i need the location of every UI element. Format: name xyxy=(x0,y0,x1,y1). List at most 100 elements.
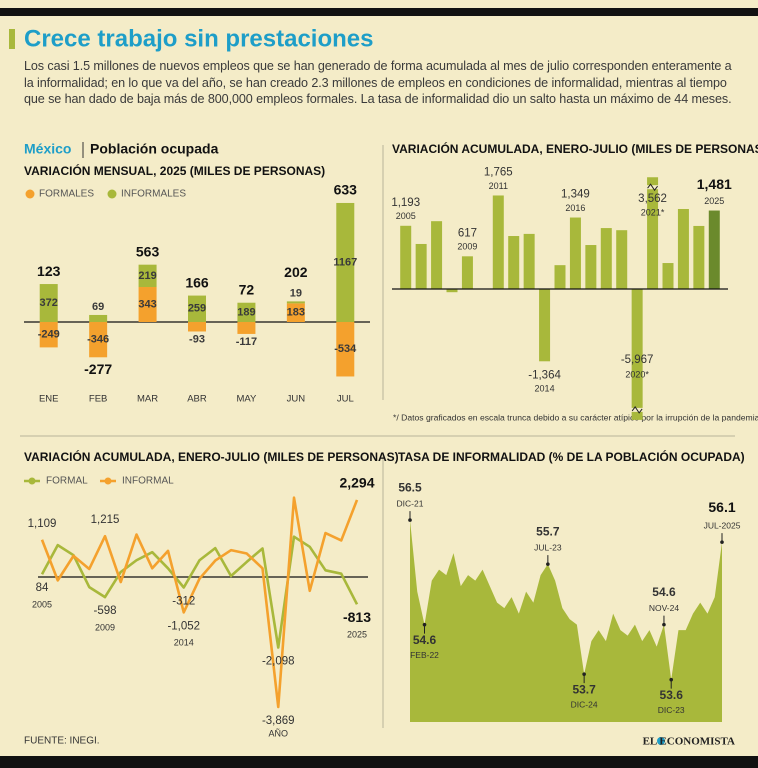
section-label: Población ocupada xyxy=(90,141,219,157)
bar xyxy=(677,208,689,290)
area xyxy=(410,520,722,722)
chart-note: */ Datos graficados en escala trunca deb… xyxy=(393,412,758,422)
bar-segment xyxy=(89,314,108,322)
bar xyxy=(708,210,720,290)
x-tick-label: 2016 xyxy=(565,203,585,213)
total-label: 563 xyxy=(136,243,160,259)
bar-segment xyxy=(237,302,256,322)
value-label: -813 xyxy=(343,609,371,625)
value-label: -3,869 xyxy=(262,715,295,727)
value-label: 3,562 xyxy=(638,193,667,205)
bar xyxy=(415,243,427,290)
bar-segment xyxy=(188,322,206,332)
total-label: -277 xyxy=(84,361,112,377)
section-country: México xyxy=(24,141,71,157)
value-label: 55.7 xyxy=(536,524,560,538)
bar xyxy=(600,228,612,290)
chart-title: VARIACIÓN ACUMULADA, ENERO-JULIO (MILES … xyxy=(24,449,399,464)
value-label: -5,967 xyxy=(621,354,654,366)
legend-label: FORMALES xyxy=(39,189,94,200)
x-tick-label: MAR xyxy=(137,394,158,405)
bar-segment xyxy=(39,284,58,322)
bar-segment xyxy=(39,322,58,348)
legend-marker xyxy=(28,477,36,485)
axis-break xyxy=(647,183,658,192)
value-label: -93 xyxy=(189,333,205,345)
value-label: -346 xyxy=(87,334,109,346)
value-label: 2,294 xyxy=(339,475,374,491)
x-tick-label: JUL-23 xyxy=(534,542,562,552)
bar-segment xyxy=(286,303,305,322)
chart-title: TASA DE INFORMALIDAD (% DE LA POBLACIÓN … xyxy=(398,449,745,464)
x-tick-label: DIC-23 xyxy=(658,705,685,715)
total-label: 633 xyxy=(334,182,358,198)
value-label: 1,193 xyxy=(391,197,420,209)
bar xyxy=(508,236,520,290)
value-label: -249 xyxy=(38,329,60,341)
x-tick-label: JUN xyxy=(287,394,306,405)
value-label: 53.7 xyxy=(572,682,596,696)
bar-segment xyxy=(336,322,355,377)
value-label: -312 xyxy=(172,596,195,608)
value-label: 617 xyxy=(458,227,477,239)
value-label: -1,052 xyxy=(167,620,200,632)
value-label: 219 xyxy=(138,270,156,282)
top-bar xyxy=(0,8,758,16)
bar xyxy=(492,195,504,290)
x-tick-label: 2025 xyxy=(704,196,724,206)
value-label: 1,765 xyxy=(484,167,513,179)
bar xyxy=(631,289,643,420)
value-label: 54.6 xyxy=(652,585,676,599)
axis-break xyxy=(631,406,643,414)
bar xyxy=(461,256,473,290)
bar-segment xyxy=(188,295,206,322)
point xyxy=(546,562,550,566)
value-label: 1,215 xyxy=(91,514,120,526)
point xyxy=(720,540,724,544)
legend-label: FORMAL xyxy=(46,476,88,487)
bar xyxy=(662,263,674,290)
bar xyxy=(585,245,597,290)
bar xyxy=(523,233,535,290)
x-tick-label: 2011 xyxy=(489,181,508,191)
legend-label: INFORMAL xyxy=(122,476,174,487)
x-tick-label: 2014 xyxy=(535,384,555,394)
x-tick-label: DIC-21 xyxy=(397,498,424,508)
x-tick-label: 2014 xyxy=(174,638,194,648)
value-label: -2,098 xyxy=(262,656,295,668)
point xyxy=(582,672,586,676)
source: FUENTE: INEGI. xyxy=(24,736,100,747)
value-label: 183 xyxy=(287,307,305,319)
legend-marker xyxy=(107,189,117,199)
value-label: 84 xyxy=(36,582,49,594)
point xyxy=(422,622,427,627)
x-tick-label: 2005 xyxy=(32,600,52,610)
value-label: 1167 xyxy=(333,256,357,268)
bar xyxy=(693,225,705,290)
line xyxy=(40,535,359,649)
value-label: 189 xyxy=(237,306,255,318)
value-label: 69 xyxy=(92,301,104,313)
x-tick-label: JUL xyxy=(337,394,354,405)
value-label: 372 xyxy=(40,297,58,309)
point xyxy=(408,518,412,522)
bar xyxy=(647,177,659,290)
x-tick-label: 2021* xyxy=(641,208,665,218)
x-tick-label: 2009 xyxy=(95,622,115,632)
bar-segment xyxy=(89,322,108,358)
value-label: 343 xyxy=(138,298,156,310)
value-label: -598 xyxy=(93,605,116,617)
value-label: 56.5 xyxy=(398,480,422,494)
bar-segment xyxy=(138,264,157,288)
bar-segment xyxy=(237,322,256,334)
value-label: -1,364 xyxy=(528,369,561,381)
value-label: 1,349 xyxy=(561,189,590,201)
bar xyxy=(554,265,566,290)
bar xyxy=(446,289,458,293)
value-label: 56.1 xyxy=(708,499,735,515)
total-label: 202 xyxy=(284,264,308,280)
legend-marker xyxy=(104,477,112,485)
x-tick-label: NOV-24 xyxy=(649,603,680,613)
